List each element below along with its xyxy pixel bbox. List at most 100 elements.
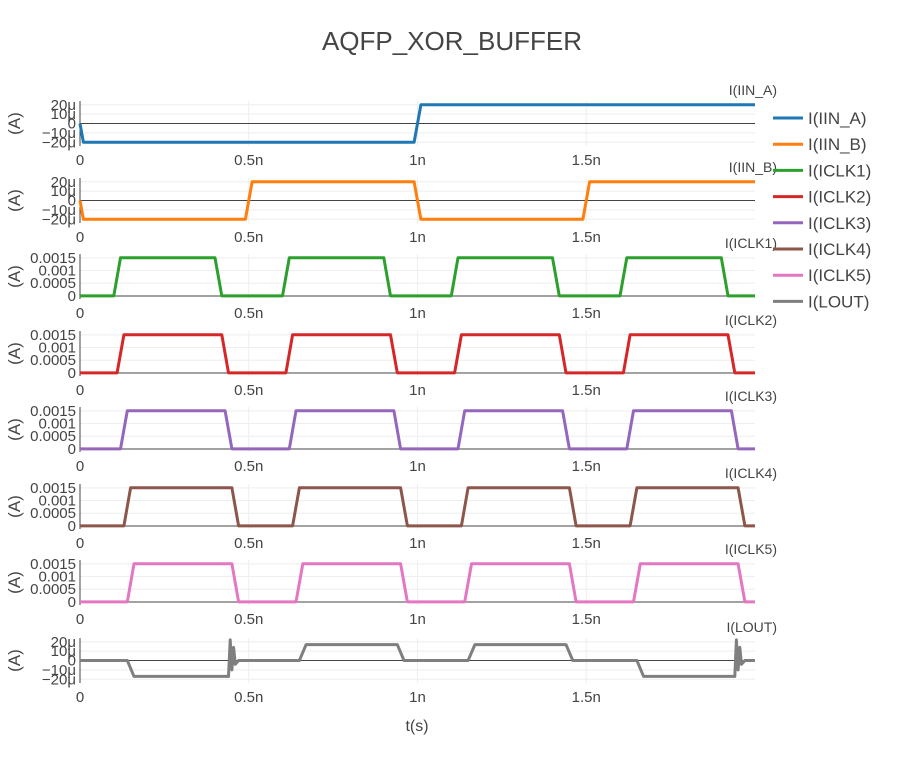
y-tick-label: 0 xyxy=(68,116,76,133)
y-tick-label: 20μ xyxy=(51,634,76,651)
series-line-I(ICLK2) xyxy=(80,333,755,375)
x-tick-label: 1n xyxy=(409,382,426,399)
x-tick-label: 0.5n xyxy=(234,305,263,322)
y-tick-label: 0.0015 xyxy=(30,556,76,573)
legend-item[interactable]: I(IIN_A) xyxy=(773,109,867,128)
x-tick-label: 0.5n xyxy=(234,535,263,552)
x-tick-label: 1n xyxy=(409,535,426,552)
subplot-title: I(IIN_A) xyxy=(729,82,777,98)
y-tick-label: 20μ xyxy=(51,97,76,114)
y-tick-label: 0.001 xyxy=(38,493,76,510)
y-tick-label: 0 xyxy=(68,653,76,670)
legend-item[interactable]: I(ICLK1) xyxy=(773,161,871,180)
y-tick-label: 0.0005 xyxy=(30,352,76,369)
legend-item[interactable]: I(ICLK2) xyxy=(773,188,871,207)
x-tick-label: 0 xyxy=(76,611,84,628)
legend-label: I(ICLK1) xyxy=(808,161,871,180)
y-tick-label: −20μ xyxy=(42,211,76,228)
series-line-I(IIN_A) xyxy=(78,103,755,144)
x-tick-label: 1.5n xyxy=(572,382,601,399)
legend-item[interactable]: I(ICLK5) xyxy=(773,266,871,285)
legend-item[interactable]: I(LOUT) xyxy=(773,292,869,311)
y-tick-label: 0.001 xyxy=(38,569,76,586)
legend-item[interactable]: I(ICLK4) xyxy=(773,240,871,259)
legend-label: I(ICLK4) xyxy=(808,240,871,259)
legend-item[interactable]: I(ICLK3) xyxy=(773,214,871,233)
y-tick-label: 0 xyxy=(68,441,76,458)
legend-label: I(LOUT) xyxy=(808,292,869,311)
y-tick-label: −10μ xyxy=(42,202,76,219)
x-tick-label: 0.5n xyxy=(234,611,263,628)
legend[interactable]: I(IIN_A) I(IIN_B) I(ICLK1) I(ICLK2) I(ICLK3)… xyxy=(773,109,871,311)
y-tick-label: 0.0005 xyxy=(30,505,76,522)
x-tick-label: 1.5n xyxy=(572,305,601,322)
x-tick-label: 1.5n xyxy=(572,458,601,475)
x-tick-label: 0.5n xyxy=(234,152,263,169)
x-tick-label: 0 xyxy=(76,535,84,552)
y-tick-label: 0.0005 xyxy=(30,275,76,292)
x-tick-label: 1n xyxy=(409,689,426,706)
legend-label: I(ICLK2) xyxy=(808,188,871,207)
x-tick-label: 0 xyxy=(76,152,84,169)
x-tick-label: 1.5n xyxy=(572,689,601,706)
x-tick-label: 1n xyxy=(409,152,426,169)
y-tick-label: 0 xyxy=(68,594,76,611)
x-tick-label: 0.5n xyxy=(234,382,263,399)
y-tick-label: 0 xyxy=(68,288,76,305)
y-tick-label: 0.001 xyxy=(38,263,76,280)
subplot-title: I(LOUT) xyxy=(726,619,777,635)
subplot-title: I(IIN_B) xyxy=(729,159,777,175)
y-axis-label: (A) xyxy=(5,112,24,135)
y-tick-label: 20μ xyxy=(51,174,76,191)
legend-item[interactable]: I(IIN_B) xyxy=(773,135,867,154)
y-tick-label: 0.0015 xyxy=(30,403,76,420)
legend-label: I(ICLK5) xyxy=(808,266,871,285)
x-tick-label: 0 xyxy=(76,305,84,322)
y-tick-label: 0 xyxy=(68,193,76,210)
legend-label: I(IIN_B) xyxy=(808,135,867,154)
x-tick-label: 1.5n xyxy=(572,229,601,246)
y-axis-label: (A) xyxy=(5,649,24,672)
y-axis-label: (A) xyxy=(5,342,24,365)
x-tick-label: 0 xyxy=(76,229,84,246)
x-tick-label: 1.5n xyxy=(572,535,601,552)
series-line-I(LOUT) xyxy=(80,638,755,678)
x-tick-label: 0 xyxy=(76,689,84,706)
y-tick-label: 0.001 xyxy=(38,340,76,357)
x-tick-label: 1.5n xyxy=(572,611,601,628)
x-tick-label: 1n xyxy=(409,229,426,246)
y-tick-label: 0.0015 xyxy=(30,327,76,344)
subplot-title: I(ICLK1) xyxy=(725,235,777,251)
y-axis-label: (A) xyxy=(5,495,24,518)
series-line-I(ICLK3) xyxy=(80,409,755,451)
subplot-title: I(ICLK3) xyxy=(725,388,777,404)
chart-title: AQFP_XOR_BUFFER xyxy=(322,26,582,56)
series-line-I(IIN_B) xyxy=(78,180,755,221)
y-axis-label: (A) xyxy=(5,418,24,441)
x-tick-label: 1n xyxy=(409,305,426,322)
y-tick-label: 0.0015 xyxy=(30,480,76,497)
y-tick-label: 0.0005 xyxy=(30,581,76,598)
y-axis-label: (A) xyxy=(5,571,24,594)
subplot-title: I(ICLK2) xyxy=(725,312,777,328)
y-tick-label: 10μ xyxy=(51,643,76,660)
x-tick-label: 1n xyxy=(409,611,426,628)
legend-label: I(ICLK3) xyxy=(808,214,871,233)
x-tick-label: 0.5n xyxy=(234,229,263,246)
y-tick-label: 0 xyxy=(68,365,76,382)
series-line-I(ICLK1) xyxy=(80,256,755,298)
y-tick-label: −20μ xyxy=(42,134,76,151)
y-tick-label: −10μ xyxy=(42,125,76,142)
x-tick-label: 0.5n xyxy=(234,458,263,475)
x-axis-label: t(s) xyxy=(405,718,428,735)
series-line-I(ICLK4) xyxy=(80,486,755,528)
